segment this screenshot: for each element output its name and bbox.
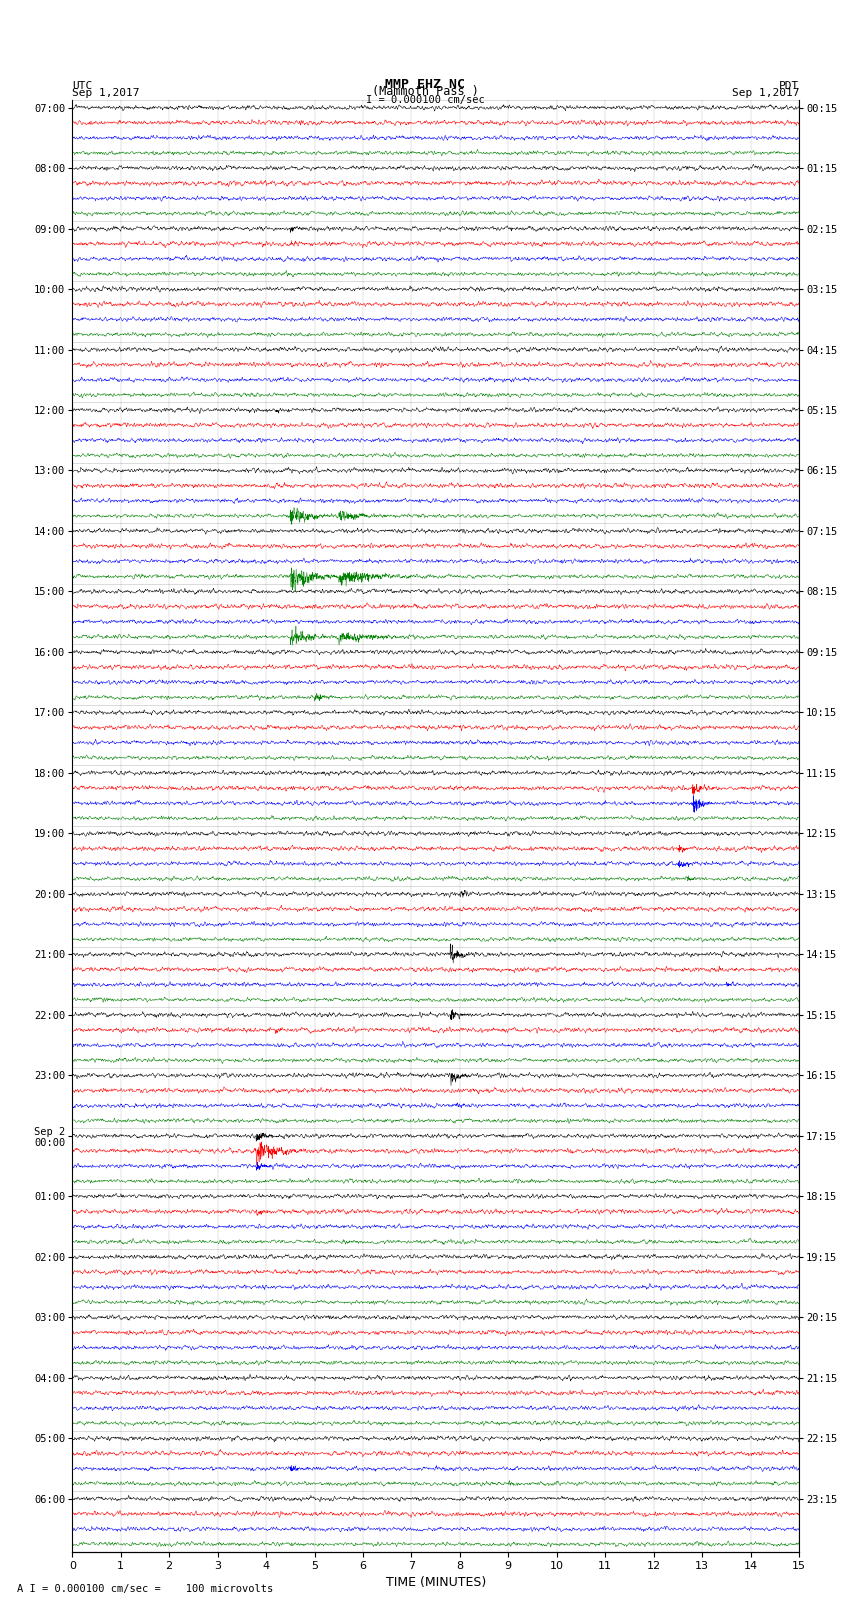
Text: PDT: PDT <box>779 81 799 90</box>
Text: UTC: UTC <box>72 81 93 90</box>
Text: (Mammoth Pass ): (Mammoth Pass ) <box>371 85 479 98</box>
Text: A I = 0.000100 cm/sec =    100 microvolts: A I = 0.000100 cm/sec = 100 microvolts <box>17 1584 273 1594</box>
Text: Sep 1,2017: Sep 1,2017 <box>732 89 799 98</box>
X-axis label: TIME (MINUTES): TIME (MINUTES) <box>386 1576 485 1589</box>
Text: I = 0.000100 cm/sec: I = 0.000100 cm/sec <box>366 95 484 105</box>
Text: Sep 1,2017: Sep 1,2017 <box>72 89 139 98</box>
Text: MMP EHZ NC: MMP EHZ NC <box>385 77 465 90</box>
